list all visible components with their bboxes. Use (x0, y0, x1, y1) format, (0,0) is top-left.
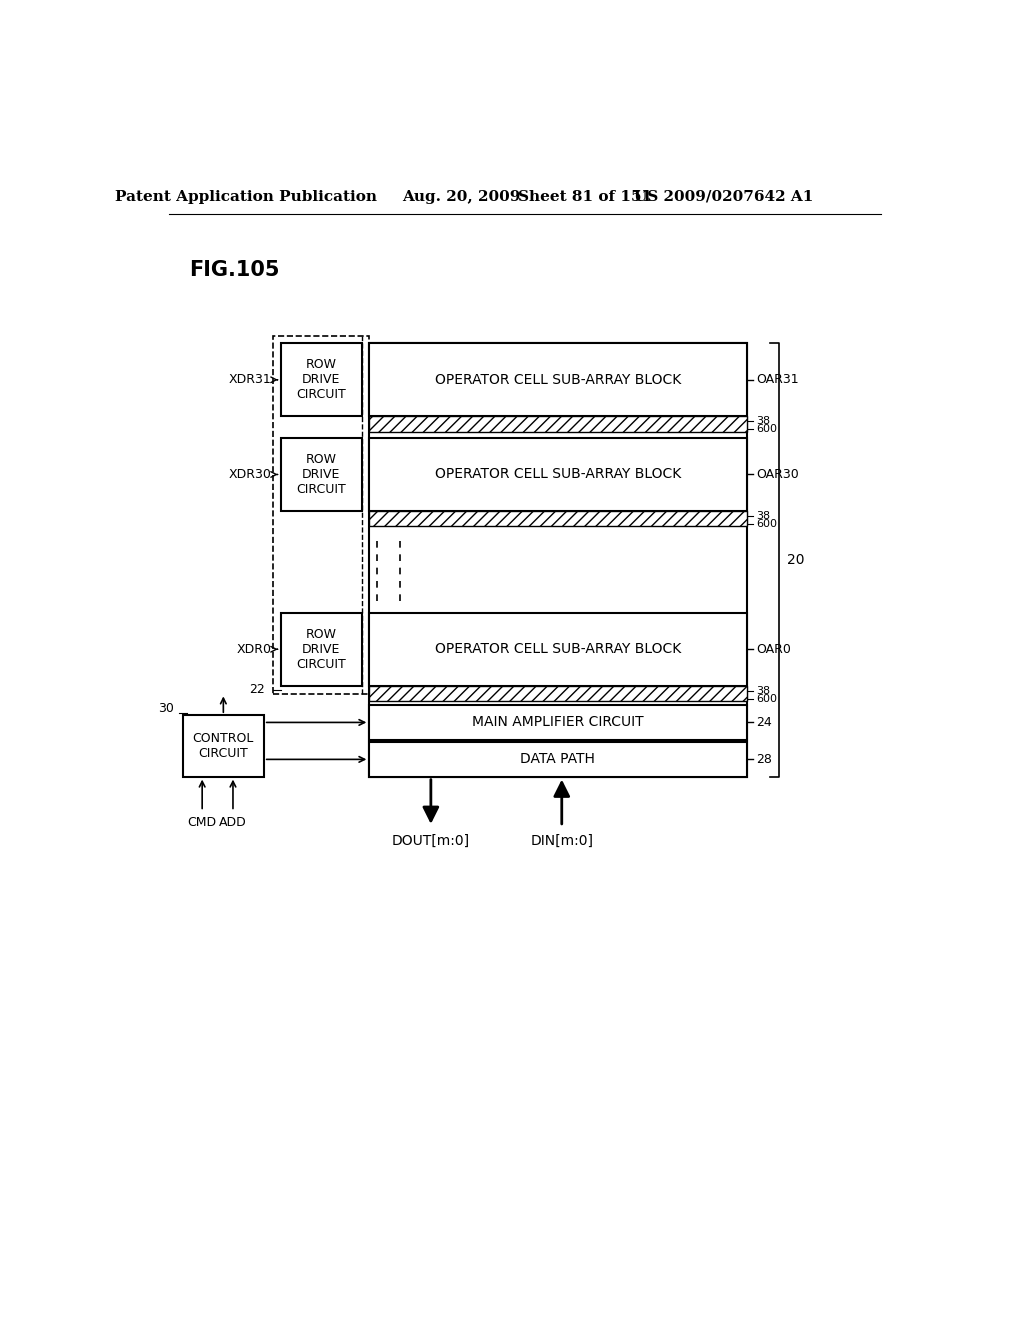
Text: XDR31: XDR31 (228, 374, 271, 387)
Text: ROW
DRIVE
CIRCUIT: ROW DRIVE CIRCUIT (296, 453, 346, 496)
Bar (370, 511, 746, 527)
Text: XDR0: XDR0 (237, 643, 271, 656)
Text: CMD: CMD (187, 816, 217, 829)
Text: CONTROL
CIRCUIT: CONTROL CIRCUIT (193, 731, 254, 760)
Bar (183, 715, 264, 776)
Text: Patent Application Publication: Patent Application Publication (115, 190, 377, 203)
Bar (370, 416, 746, 432)
Bar (370, 742, 746, 776)
Text: 600: 600 (756, 425, 777, 434)
Text: ADD: ADD (219, 816, 247, 829)
Text: 600: 600 (756, 519, 777, 529)
Text: ROW
DRIVE
CIRCUIT: ROW DRIVE CIRCUIT (296, 628, 346, 671)
Text: 22: 22 (250, 684, 265, 696)
Bar (370, 705, 746, 739)
Bar (370, 343, 746, 776)
Text: OPERATOR CELL SUB-ARRAY BLOCK: OPERATOR CELL SUB-ARRAY BLOCK (435, 467, 681, 482)
Text: US 2009/0207642 A1: US 2009/0207642 A1 (634, 190, 813, 203)
Bar (273, 335, 370, 693)
Bar (370, 612, 746, 686)
Text: OPERATOR CELL SUB-ARRAY BLOCK: OPERATOR CELL SUB-ARRAY BLOCK (435, 372, 681, 387)
Text: 30: 30 (158, 702, 174, 715)
Text: DATA PATH: DATA PATH (520, 752, 595, 767)
Text: 24: 24 (756, 715, 771, 729)
Text: 20: 20 (786, 553, 804, 568)
Text: 600: 600 (756, 694, 777, 704)
Text: OAR30: OAR30 (756, 469, 799, 480)
Bar (370, 686, 746, 701)
Text: XDR30: XDR30 (228, 469, 271, 480)
Text: Aug. 20, 2009: Aug. 20, 2009 (402, 190, 521, 203)
Text: OAR0: OAR0 (756, 643, 791, 656)
Text: 38: 38 (756, 686, 770, 696)
Text: Sheet 81 of 151: Sheet 81 of 151 (518, 190, 652, 203)
Bar (281, 438, 361, 511)
Bar (281, 612, 361, 686)
Bar (370, 438, 746, 511)
Text: 28: 28 (756, 752, 772, 766)
Text: DOUT[m:0]: DOUT[m:0] (392, 834, 470, 847)
Text: FIG.105: FIG.105 (189, 260, 280, 280)
Text: MAIN AMPLIFIER CIRCUIT: MAIN AMPLIFIER CIRCUIT (472, 715, 644, 730)
Bar (370, 343, 746, 416)
Bar (281, 343, 361, 416)
Text: DIN[m:0]: DIN[m:0] (530, 834, 593, 847)
Text: ROW
DRIVE
CIRCUIT: ROW DRIVE CIRCUIT (296, 358, 346, 401)
Text: 38: 38 (756, 416, 770, 426)
Text: OPERATOR CELL SUB-ARRAY BLOCK: OPERATOR CELL SUB-ARRAY BLOCK (435, 643, 681, 656)
Text: 38: 38 (756, 511, 770, 521)
Text: OAR31: OAR31 (756, 374, 799, 387)
